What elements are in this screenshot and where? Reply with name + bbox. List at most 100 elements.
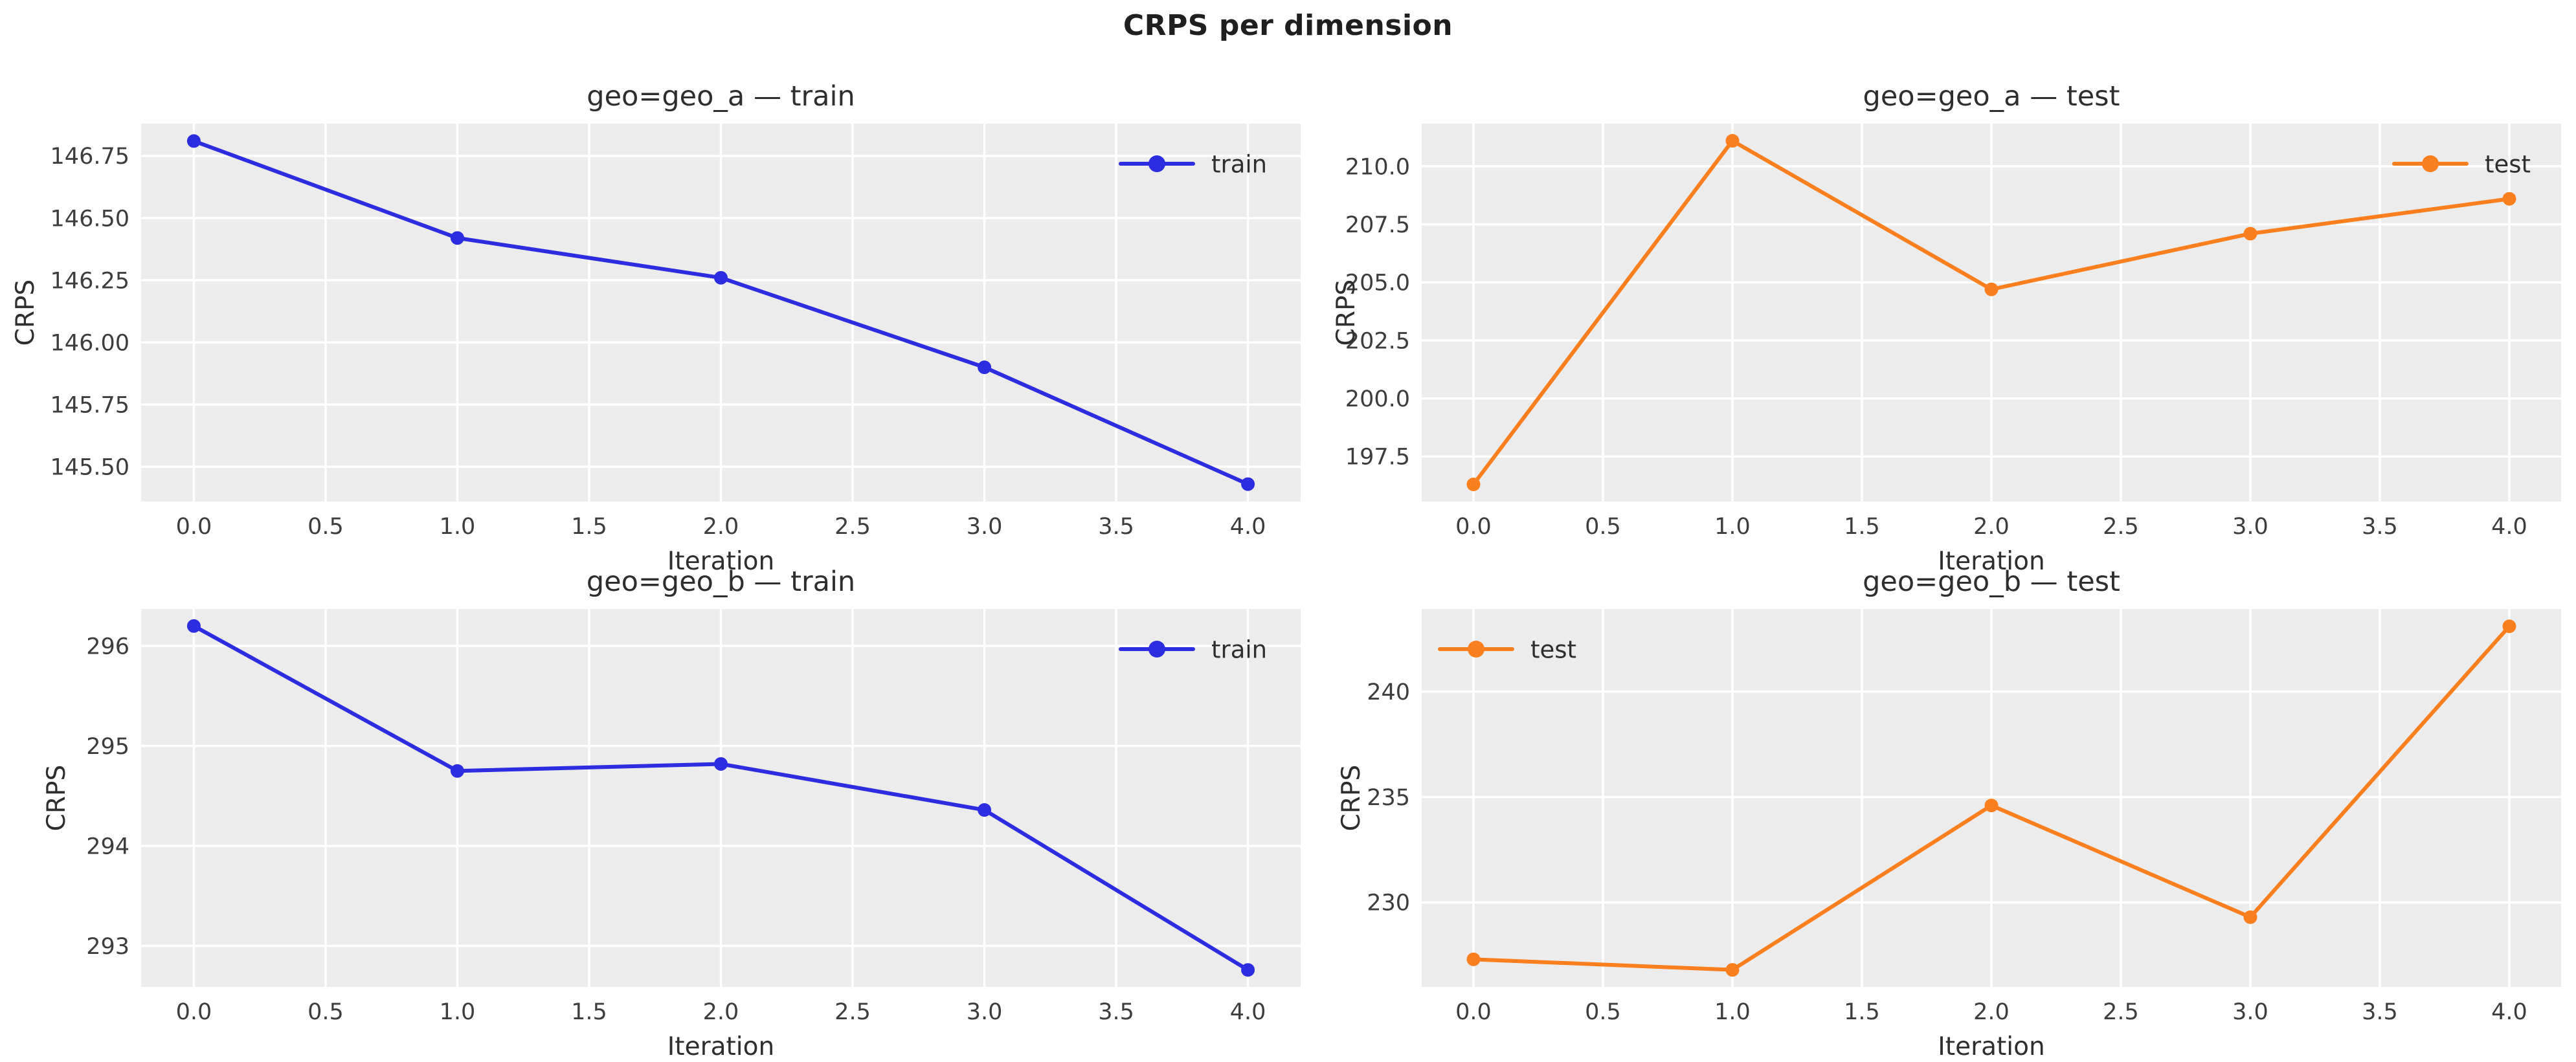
x-tick-label: 2.0 [1973, 514, 2010, 540]
x-tick-label: 1.5 [1844, 999, 1880, 1025]
x-tick-label: 0.0 [1455, 999, 1492, 1025]
x-tick-label: 1.5 [571, 999, 607, 1025]
y-tick-label: 240 [1367, 680, 1410, 705]
data-point-marker [450, 231, 464, 245]
data-point-marker [2243, 910, 2257, 924]
x-tick-label: 2.0 [703, 999, 739, 1025]
data-point-marker [1466, 952, 1481, 966]
x-tick-label: 2.0 [1973, 999, 2010, 1025]
y-tick-label: 146.25 [50, 268, 129, 294]
legend-marker-swatch [1148, 155, 1165, 172]
chart-2-panel: 296 295 294 293 0.0 0.5 1.0 1.5 2.0 2.5 3.0 3.5 4.0 g… [42, 566, 1301, 1061]
x-tick-label: 3.0 [2232, 999, 2268, 1025]
x-tick-label: 4.0 [2491, 514, 2527, 540]
data-point-marker [186, 134, 201, 148]
x-tick-label: 1.0 [1714, 999, 1751, 1025]
y-tick-label: 205.0 [1345, 271, 1410, 296]
y-tick-label: 296 [86, 634, 129, 659]
y-tick-label: 146.00 [50, 330, 129, 356]
y-tick-label: 146.50 [50, 206, 129, 232]
legend-label: train [1211, 636, 1267, 663]
x-tick-label: 0.5 [1585, 514, 1621, 540]
chart-1-panel: 210.0 207.5 205.0 202.5 200.0 197.5 0.0 0.5 1.0 1… [1332, 80, 2561, 576]
chart-title: geo=geo_a — train [587, 80, 855, 113]
legend-label: test [2485, 150, 2531, 178]
legend-test: test [2392, 150, 2531, 178]
x-tick-label: 2.5 [834, 999, 871, 1025]
y-tick-label: 207.5 [1345, 212, 1410, 238]
chart-0-panel: 146.75 146.50 146.25 146.00 145.75 145.50 0.0 0… [11, 80, 1301, 576]
data-point-marker [978, 360, 992, 375]
x-axis-label: Iteration [1938, 1032, 2044, 1061]
y-tick-label: 145.75 [50, 392, 129, 418]
y-axis-label: CRPS [11, 280, 40, 346]
data-point-marker [1241, 963, 1255, 977]
x-tick-label: 0.0 [176, 514, 212, 540]
y-tick-label: 210.0 [1345, 154, 1410, 180]
legend-test: test [1438, 636, 1576, 663]
legend-marker-swatch [2422, 155, 2439, 172]
chart-title: geo=geo_b — test [1863, 566, 2120, 598]
legend-train: train [1119, 636, 1267, 663]
x-tick-label: 4.0 [2491, 999, 2527, 1025]
x-tick-label: 0.5 [308, 514, 344, 540]
x-tick-label: 2.5 [2103, 999, 2139, 1025]
y-tick-label: 295 [86, 734, 129, 760]
legend-train: train [1119, 150, 1267, 178]
x-tick-label: 1.0 [1714, 514, 1751, 540]
data-point-marker [2502, 192, 2516, 206]
data-point-marker [1466, 477, 1481, 491]
x-tick-label: 3.0 [967, 999, 1003, 1025]
data-point-marker [1725, 134, 1740, 148]
y-tick-label: 197.5 [1345, 445, 1410, 470]
x-tick-label: 4.0 [1230, 999, 1266, 1025]
data-point-marker [2502, 619, 2516, 634]
y-axis-label: CRPS [1337, 765, 1366, 832]
data-point-marker [1984, 282, 1999, 296]
x-tick-label: 0.0 [176, 999, 212, 1025]
x-tick-label: 2.5 [2103, 514, 2139, 540]
x-tick-label: 3.5 [2362, 514, 2398, 540]
x-tick-label: 1.5 [571, 514, 607, 540]
chart-title: geo=geo_a — test [1863, 80, 2120, 113]
x-tick-label: 2.5 [834, 514, 871, 540]
chart-3-panel: 240 235 230 0.0 0.5 1.0 1.5 2.0 2.5 3.0 3.5 4.0 geo=… [1337, 566, 2561, 1061]
x-tick-label: 0.5 [1585, 999, 1621, 1025]
chart-title: geo=geo_b — train [587, 566, 855, 598]
legend-label: train [1211, 150, 1267, 178]
x-tick-label: 3.5 [1098, 514, 1134, 540]
x-tick-label: 2.0 [703, 514, 739, 540]
y-tick-label: 235 [1367, 785, 1410, 811]
data-point-marker [1241, 477, 1255, 491]
x-tick-label: 3.0 [2232, 514, 2268, 540]
y-tick-label: 145.50 [50, 454, 129, 480]
data-point-marker [450, 764, 464, 778]
x-tick-label: 3.5 [2362, 999, 2398, 1025]
x-tick-label: 0.0 [1455, 514, 1492, 540]
x-tick-label: 4.0 [1230, 514, 1266, 540]
legend-label: test [1530, 636, 1576, 663]
y-tick-label: 293 [86, 934, 129, 960]
y-tick-label: 230 [1367, 891, 1410, 916]
x-axis-label: Iteration [1938, 547, 2044, 576]
data-point-marker [2243, 227, 2257, 241]
y-tick-label: 146.75 [50, 144, 129, 170]
data-point-marker [714, 271, 728, 285]
y-axis-label: CRPS [42, 765, 71, 832]
legend-marker-swatch [1148, 641, 1165, 658]
x-tick-label: 1.0 [440, 999, 476, 1025]
data-point-marker [1984, 799, 1999, 813]
y-tick-label: 200.0 [1345, 386, 1410, 412]
data-point-marker [186, 619, 201, 633]
data-point-marker [1725, 963, 1740, 977]
y-tick-label: 202.5 [1345, 328, 1410, 354]
x-tick-label: 1.5 [1844, 514, 1880, 540]
y-tick-label: 294 [86, 834, 129, 859]
x-tick-label: 3.5 [1098, 999, 1134, 1025]
x-axis-label: Iteration [667, 547, 774, 576]
figure-suptitle: CRPS per dimension [1123, 9, 1453, 42]
x-tick-label: 3.0 [967, 514, 1003, 540]
legend-marker-swatch [1468, 641, 1484, 658]
